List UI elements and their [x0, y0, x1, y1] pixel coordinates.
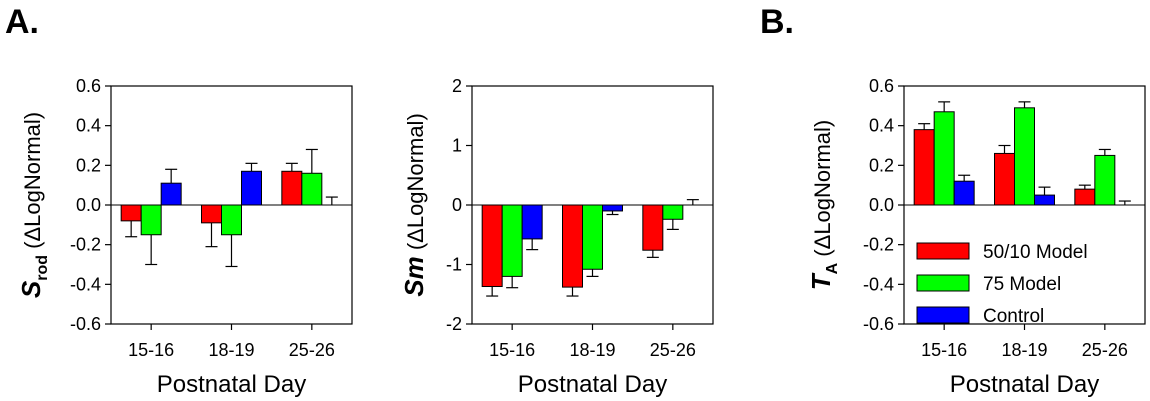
chart-3: -0.6 -0.4 -0.2 0.0 0.2 0.4 0.6 15-16 18-19 25-26 P…: [806, 76, 1146, 398]
chart-1: -0.6 -0.4 -0.2 0.0 0.2 0.4 0.6 15-16 18-19 25-26 P…: [16, 76, 353, 398]
bar: [953, 180, 975, 206]
x-axis-title: Postnatal Day: [950, 371, 1099, 398]
y-axis-title-subscript: rod: [34, 255, 51, 281]
y-tick-label: 2: [452, 76, 462, 96]
bar: [501, 204, 523, 277]
y-tick-label: 1: [452, 136, 462, 156]
x-tick-label: 18-19: [208, 340, 254, 360]
panel-label-b: B.: [760, 3, 794, 41]
legend-swatch: [916, 306, 970, 324]
y-axis-title-unit: (ΔLogNormal): [403, 113, 428, 256]
bar: [562, 204, 583, 288]
bar: [301, 172, 323, 206]
x-axis-title: Postnatal Day: [518, 371, 667, 398]
y-tick-label: 0.2: [869, 155, 894, 175]
y-axis-title: Srod (ΔLogNormal): [16, 112, 51, 298]
bar: [1034, 194, 1055, 206]
bar: [642, 204, 664, 251]
bar: [160, 182, 182, 206]
legend-label: 50/10 Model: [983, 242, 1088, 263]
y-tick-label: -0.2: [70, 235, 101, 255]
y-tick-label: -1: [446, 255, 462, 275]
x-tick-label: 25-26: [1082, 340, 1128, 360]
y-axis-title-main: Sm: [399, 256, 429, 296]
y-tick-label: 0.6: [76, 76, 101, 96]
bar: [662, 204, 684, 220]
bar: [241, 170, 262, 206]
y-tick-label: -0.4: [863, 274, 894, 294]
y-tick-label: -2: [446, 314, 462, 334]
bar: [521, 204, 543, 240]
y-axis-title-subscript: A: [824, 262, 841, 274]
x-tick-label: 25-26: [650, 340, 696, 360]
bar: [281, 170, 303, 206]
bar: [1094, 154, 1116, 206]
x-tick-label: 18-19: [1001, 340, 1047, 360]
bar: [1074, 188, 1096, 206]
chart-2: -2 -1 0 1 2 15-16 18-19 25-26 Postnatal Day Sm (Δ…: [399, 76, 714, 398]
x-tick-label: 15-16: [489, 340, 535, 360]
x-axis-title: Postnatal Day: [157, 371, 306, 398]
y-axis-title-main: T: [806, 272, 836, 290]
y-axis-title-unit: (ΔLogNormal): [810, 120, 835, 263]
y-tick-label: -0.2: [863, 235, 894, 255]
bar: [221, 204, 242, 236]
x-tick-label: 15-16: [921, 340, 967, 360]
y-tick-label: -0.6: [863, 314, 894, 334]
charts: -0.6 -0.4 -0.2 0.0 0.2 0.4 0.6 15-16 18-19 25-26 P…: [16, 76, 1146, 398]
x-tick-label: 18-19: [569, 340, 615, 360]
y-tick-label: -0.4: [70, 274, 101, 294]
legend-swatch: [916, 242, 970, 260]
y-tick-label: 0.0: [76, 195, 101, 215]
bar: [582, 204, 603, 270]
legend-swatch: [916, 274, 970, 292]
bar: [140, 204, 162, 236]
y-tick-label: 0.2: [76, 155, 101, 175]
bar: [994, 152, 1015, 206]
bar: [201, 204, 222, 224]
bar: [913, 129, 935, 206]
y-tick-label: 0.4: [869, 116, 894, 136]
legend-label: 75 Model: [983, 274, 1061, 295]
legend-label: Control: [983, 306, 1044, 327]
bar: [481, 204, 503, 288]
bar: [933, 111, 955, 206]
bar: [1014, 107, 1035, 206]
y-tick-label: 0.0: [869, 195, 894, 215]
x-tick-label: 25-26: [289, 340, 335, 360]
y-tick-label: -0.6: [70, 314, 101, 334]
y-axis-title: Sm (ΔLogNormal): [399, 113, 429, 297]
x-tick-label: 15-16: [128, 340, 174, 360]
y-axis-title-main: S: [16, 280, 46, 298]
y-axis-title: TA (ΔLogNormal): [806, 120, 841, 291]
legend: 50/10 Model 75 Model Control: [916, 242, 1088, 327]
bar: [120, 204, 142, 222]
bar: [602, 204, 623, 212]
y-axis-title-unit: (ΔLogNormal): [20, 112, 45, 255]
y-tick-label: 0.4: [76, 116, 101, 136]
y-tick-label: 0: [452, 195, 462, 215]
panel-label-a: A.: [5, 3, 39, 41]
y-tick-label: 0.6: [869, 76, 894, 96]
